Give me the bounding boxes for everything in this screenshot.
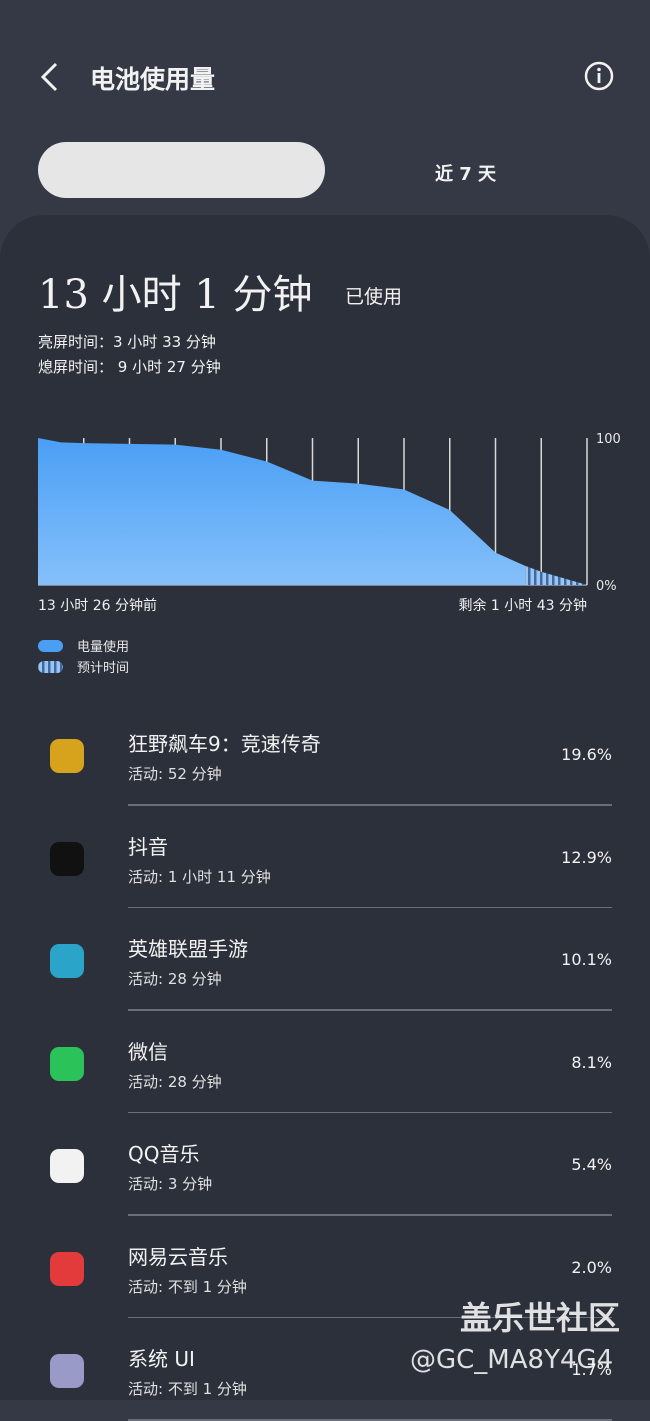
y-tick-label: 100 bbox=[596, 432, 621, 447]
tab-7-days[interactable]: 近 7 天 bbox=[435, 164, 497, 185]
legend-swatch bbox=[38, 640, 63, 652]
legend-swatch bbox=[38, 661, 63, 673]
card bbox=[0, 215, 650, 1400]
projected-area bbox=[525, 565, 587, 585]
divider bbox=[128, 906, 612, 908]
app-icon[interactable] bbox=[50, 1149, 84, 1183]
app-percent: 10.1% bbox=[561, 950, 612, 969]
back-button[interactable] bbox=[38, 62, 62, 92]
legend-label: 电量使用 bbox=[77, 639, 129, 655]
battery-area bbox=[38, 438, 526, 585]
legend-label: 预计时间 bbox=[77, 661, 129, 676]
app-activity: 活动: 3 分钟 bbox=[128, 1175, 213, 1193]
page-title: 电池使用量 bbox=[90, 65, 216, 94]
app-activity: 活动: 不到 1 分钟 bbox=[128, 1277, 247, 1296]
app-name: 英雄联盟手游 bbox=[128, 937, 248, 961]
app-name: 微信 bbox=[128, 1039, 168, 1064]
divider bbox=[128, 1419, 612, 1421]
divider bbox=[128, 1009, 612, 1011]
x-start-label: 13 小时 26 分钟前 bbox=[38, 597, 157, 614]
app-icon[interactable] bbox=[50, 841, 84, 876]
app-icon[interactable] bbox=[50, 1046, 84, 1081]
divider bbox=[128, 804, 612, 806]
screen-off: 熄屏时间： 9 小时 27 分钟 bbox=[38, 358, 221, 376]
app-icon[interactable] bbox=[50, 1354, 84, 1388]
app-percent: 2.0% bbox=[571, 1257, 612, 1277]
app-percent: 19.6% bbox=[561, 745, 612, 764]
info-button[interactable] bbox=[583, 60, 615, 92]
app-name: 狂野飙车9：竞速传奇 bbox=[128, 732, 321, 756]
divider bbox=[128, 1214, 612, 1216]
app-icon[interactable] bbox=[50, 739, 84, 773]
app-name: QQ音乐 bbox=[128, 1142, 200, 1166]
tab-selected[interactable] bbox=[38, 142, 325, 198]
app-percent: 1.7% bbox=[571, 1360, 612, 1379]
app-name: 网易云音乐 bbox=[128, 1244, 228, 1269]
screen-on: 亮屏时间：3 小时 33 分钟 bbox=[38, 333, 216, 351]
x-end-label: 剩余 1 小时 43 分钟 bbox=[458, 597, 587, 614]
used-label: 已使用 bbox=[345, 286, 403, 308]
app-name: 抖音 bbox=[128, 834, 168, 859]
used-time: 13 小时 1 分钟 bbox=[38, 272, 313, 318]
y-tick-label: 0% bbox=[596, 579, 617, 594]
app-icon[interactable] bbox=[50, 1251, 84, 1286]
app-activity: 活动: 1 小时 11 分钟 bbox=[128, 867, 271, 886]
app-percent: 8.1% bbox=[571, 1052, 612, 1072]
app-activity: 活动: 28 分钟 bbox=[128, 970, 222, 988]
watermark-brand: 盖乐世社区 bbox=[460, 1299, 621, 1337]
app-percent: 5.4% bbox=[571, 1155, 612, 1174]
app-activity: 活动: 28 分钟 bbox=[128, 1072, 222, 1091]
app-icon[interactable] bbox=[50, 944, 84, 978]
app-percent: 12.9% bbox=[561, 847, 612, 867]
divider bbox=[128, 1316, 612, 1318]
app-activity: 活动: 52 分钟 bbox=[128, 765, 222, 783]
watermark-user: @GC_MA8Y4G4 bbox=[410, 1345, 614, 1375]
divider bbox=[128, 1111, 612, 1113]
app-name: 系统 UI bbox=[128, 1347, 195, 1371]
app-activity: 活动: 不到 1 分钟 bbox=[128, 1380, 247, 1398]
